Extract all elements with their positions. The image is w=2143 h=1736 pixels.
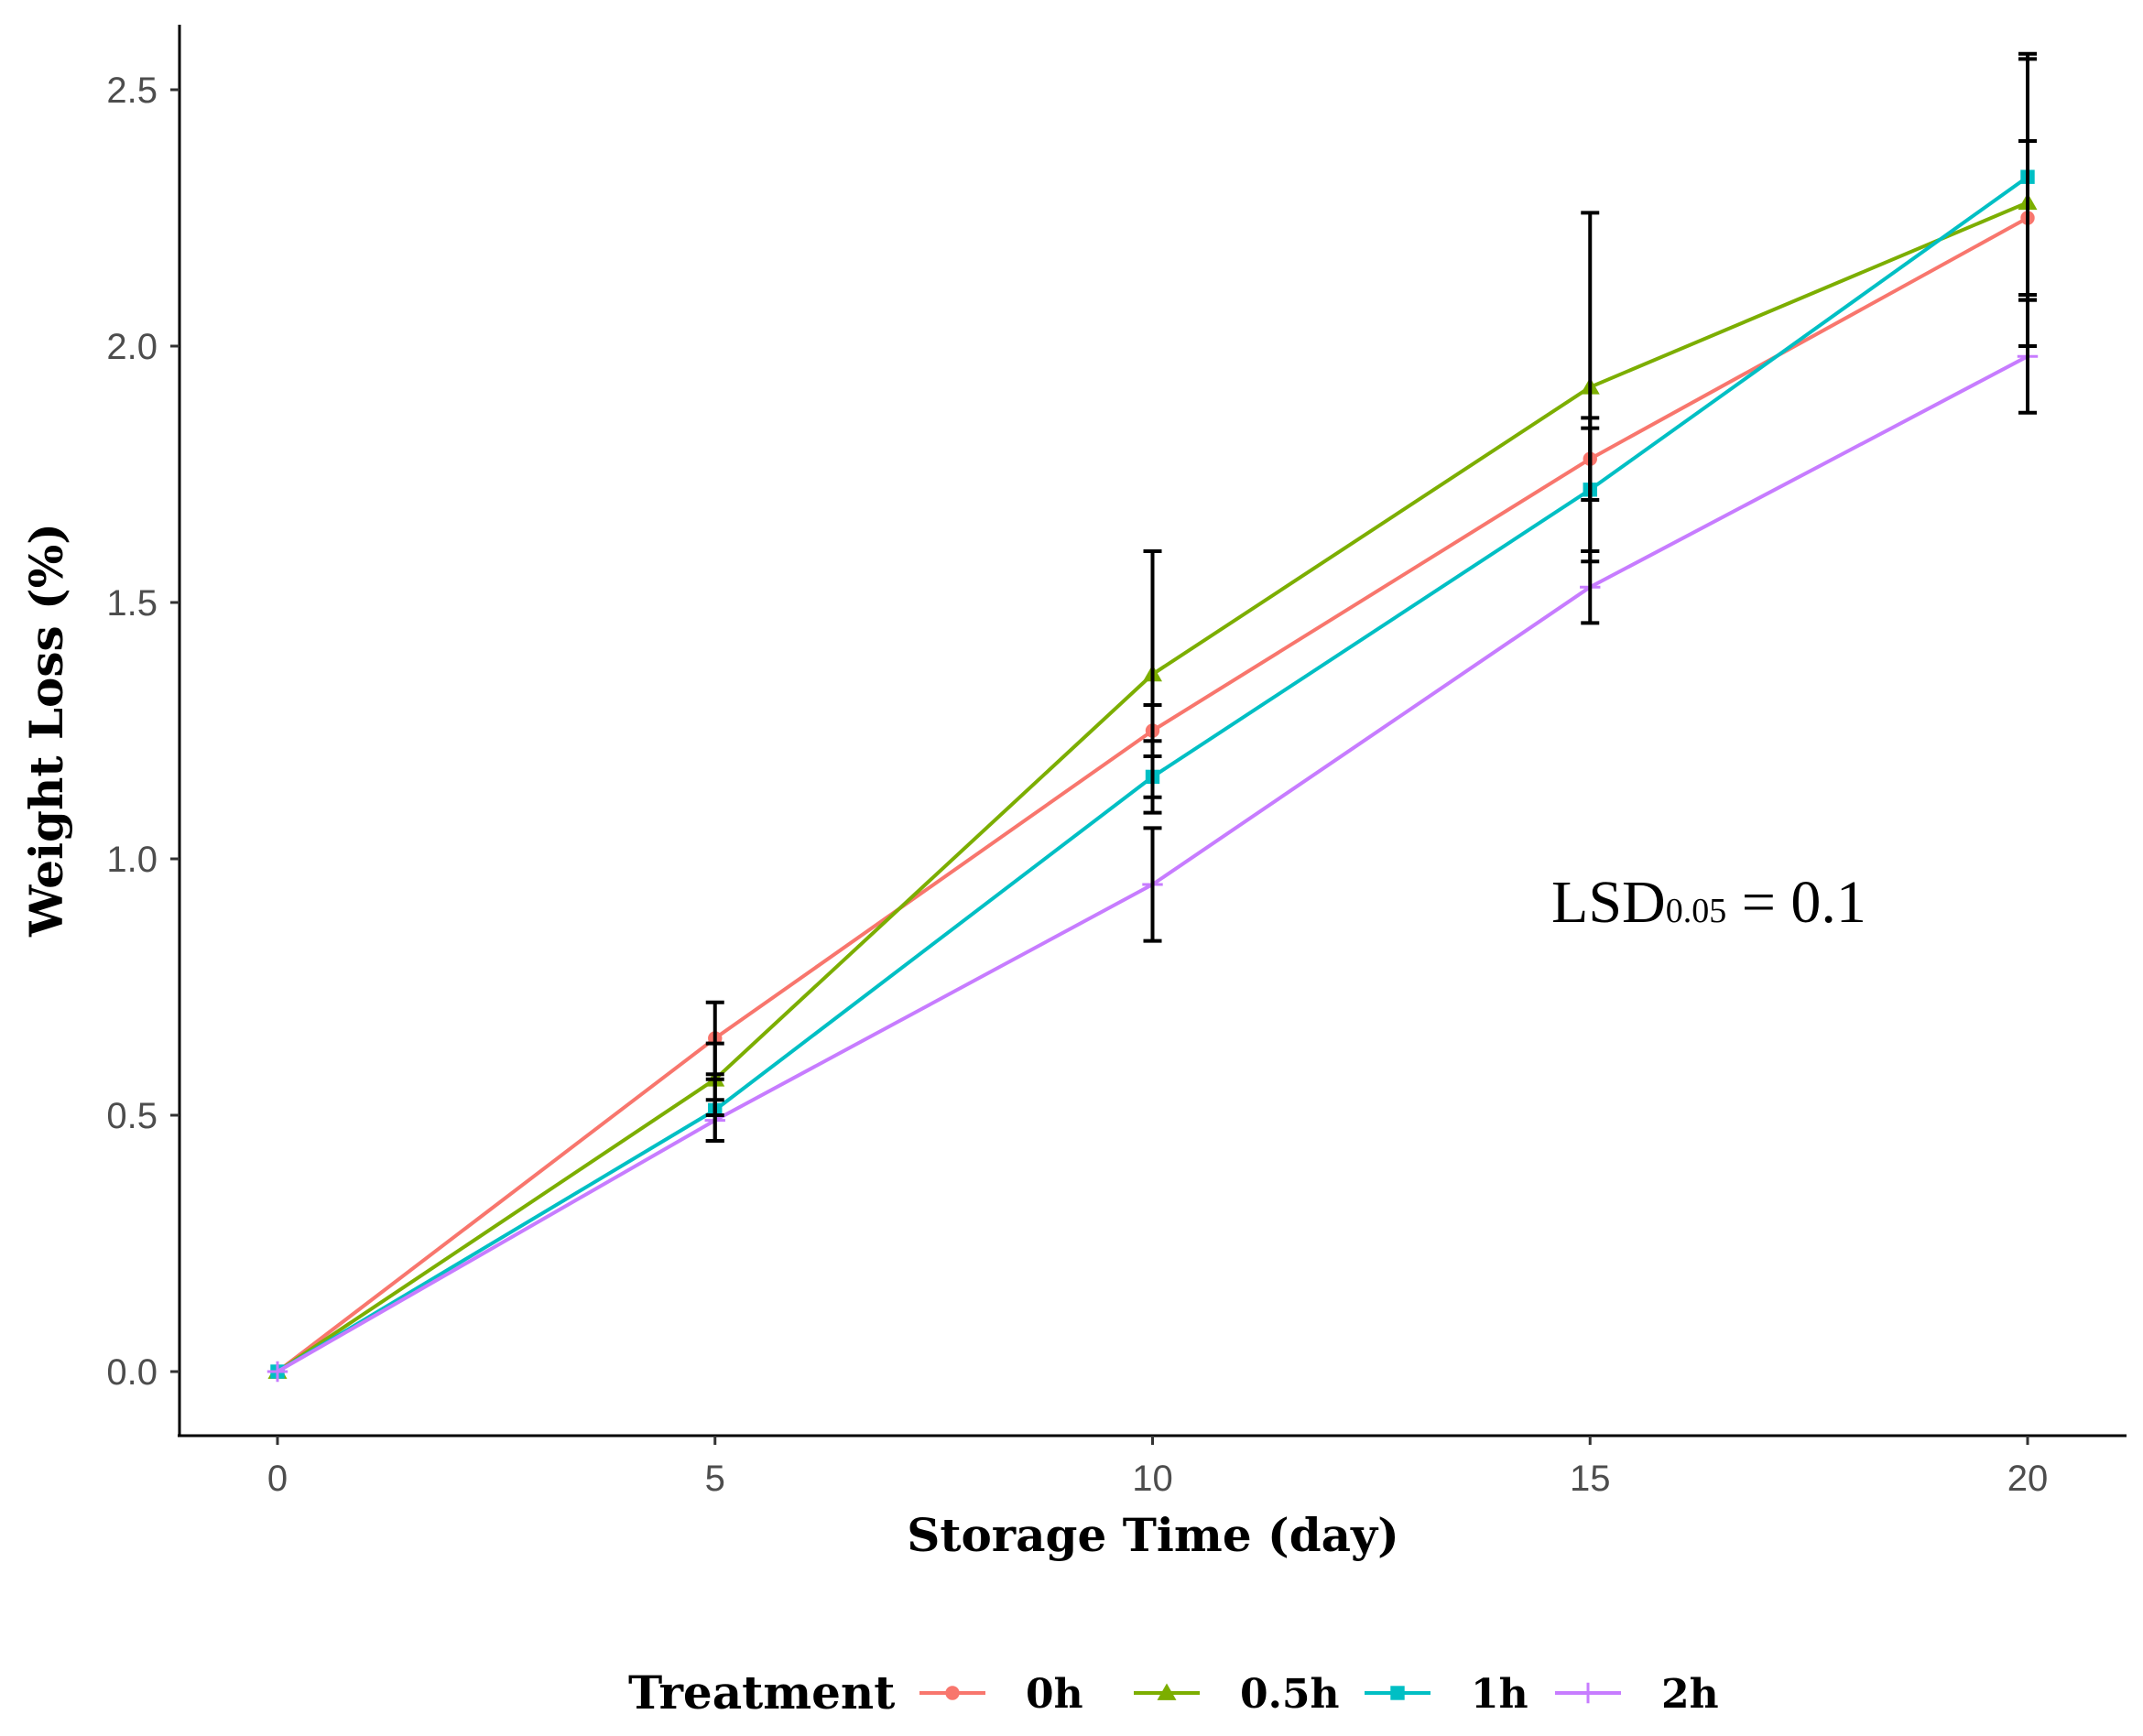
legend: Treatment 0h 0.5h 1h 2h [628,1665,1719,1720]
error-bars [705,51,2037,1143]
legend-label-2h: 2h [1661,1671,1719,1718]
error-bar-1h [1143,739,1162,815]
x-tick-label: 5 [705,1459,725,1499]
legend-title: Treatment [628,1665,895,1720]
lsd-annotation: LSD0.05 = 0.1 [1551,869,1866,936]
legend-label-0h: 0h [1026,1671,1083,1718]
y-tick-label: 1.5 [106,583,158,624]
lsd-annotation-sub: 0.05 [1666,892,1727,930]
x-tick-label: 0 [267,1459,288,1499]
legend-key-marker-1h [1390,1686,1405,1700]
x-axis-title: Storage Time (day) [907,1508,1399,1562]
y-tick-label: 2.5 [106,71,158,111]
error-bar-2h [2018,298,2037,415]
x-tick-label: 20 [2007,1459,2049,1499]
y-ticks: 0.0 0.5 1.0 1.5 2.0 2.5 [106,71,179,1393]
y-tick-label: 2.0 [106,327,158,367]
legend-key-marker-0h [945,1686,960,1700]
legend-key-marker-2h [1577,1682,1599,1704]
legend-label-0.5h: 0.5h [1240,1671,1340,1718]
y-tick-label: 0.5 [106,1096,158,1136]
legend-label-1h: 1h [1471,1671,1528,1718]
x-ticks: 0 5 10 15 20 [267,1436,2048,1499]
lsd-annotation-main: LSD [1551,869,1666,936]
error-bar-2h [1143,826,1162,943]
x-tick-label: 15 [1570,1459,1611,1499]
data-point-2h [267,1361,288,1383]
error-bar-2h [1581,549,1600,625]
error-bar-2h [705,1098,724,1143]
x-tick-label: 10 [1132,1459,1173,1499]
y-tick-label: 0.0 [106,1352,158,1393]
lsd-annotation-suffix: = 0.1 [1726,869,1866,936]
y-axis-title: Weight Loss (%) [19,523,73,938]
legend-key-marker-0.5h [1157,1683,1177,1700]
y-tick-label: 1.0 [106,840,158,880]
